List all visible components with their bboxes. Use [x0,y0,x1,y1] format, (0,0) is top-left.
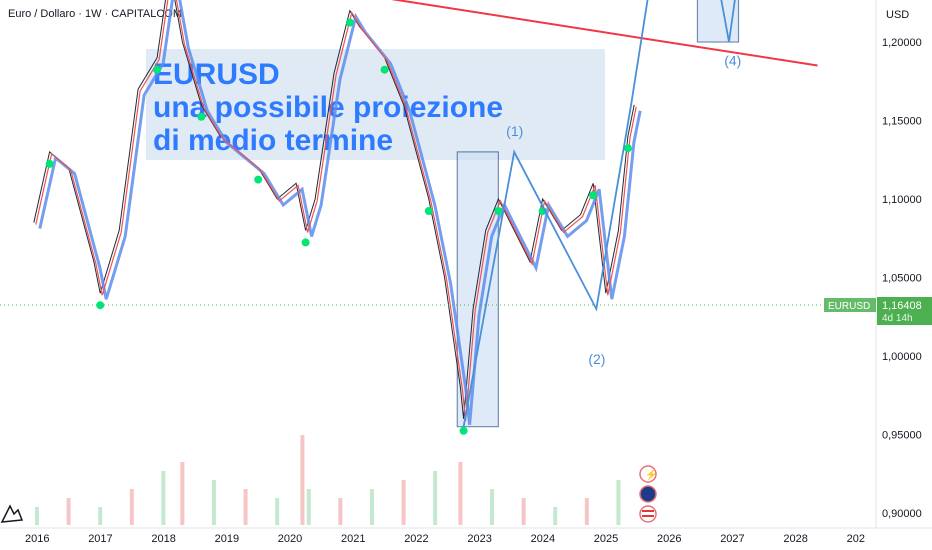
signal-dot [345,18,354,27]
projection-path [462,0,736,427]
wave-labels: (1)(2)(3)(4) [506,53,741,367]
time-tick-label: 2024 [531,533,555,545]
signal-dot [197,112,206,121]
volume-bar [35,507,39,525]
annotation-box [146,49,605,160]
price-tag [877,297,932,325]
flash-glyph-icon: ⚡ [645,468,657,481]
price-tag-value: 1,16408 [882,300,922,312]
price-tag-countdown: 4d 14h [882,313,913,324]
volume-bar [616,480,621,525]
time-tick-label: 2025 [594,533,618,545]
price-tick-label: 1,00000 [882,351,922,363]
volume-bar [161,471,166,525]
time-tick-label: 2023 [467,533,491,545]
price-series [33,0,642,435]
signal-dot [254,175,263,184]
time-tick-label: 2019 [215,533,239,545]
time-tick-label: 2018 [151,533,175,545]
signal-dot [623,144,632,153]
trendline [390,0,818,67]
currency-label[interactable]: USD [886,9,909,21]
symbol-tag-label: EURUSD [828,301,870,312]
volume-bar [211,480,216,525]
wave-label: (1) [506,123,523,139]
tradingview-logo-icon[interactable] [0,504,24,523]
price-tick-label: 1,15000 [882,116,922,128]
time-tick-label: 2027 [720,533,744,545]
volume-bar [338,498,343,525]
time-tick-label: 2028 [783,533,807,545]
price-tick-label: 1,20000 [882,37,922,49]
annotation-line3: di medio termine [153,124,393,157]
us-flag-icon[interactable] [639,505,657,523]
eu-flag-icon[interactable] [639,485,657,503]
symbol-tag [824,298,876,312]
price-tick-label: 1,10000 [882,194,922,206]
time-tick-label: 2021 [341,533,365,545]
time-tick-label: 2017 [88,533,112,545]
signal-dot [589,191,598,200]
volume-bar [300,435,305,525]
projection-box [456,151,499,428]
volume-bar [180,462,185,525]
time-tick-label: 2022 [404,533,428,545]
signal-dot [380,65,389,74]
time-tick-label: 2026 [657,533,681,545]
signal-dot [153,65,162,74]
time-tick-label: 2020 [278,533,302,545]
us-flag-stripe [642,510,654,512]
signal-dot [424,207,433,215]
price-tick-label: 0,95000 [882,430,922,442]
volume-bar [553,507,558,525]
volume-bar [129,489,134,525]
event-icons[interactable]: ⚡ [639,465,657,523]
wave-label: (4) [724,53,741,69]
volume-bar [401,480,406,525]
flash-event-icon[interactable] [639,465,657,483]
signal-dot [494,207,503,215]
wave-label: (2) [588,351,605,367]
volume-bar [433,471,438,525]
wave-projection-line [462,0,736,427]
time-tick-label: 2016 [25,533,49,545]
chart-title: Euro / Dollaro · 1W · CAPITALCOM [8,8,182,20]
volume-bar [243,489,248,525]
volume-bar [458,462,463,525]
volume-bar [521,498,526,525]
signal-dot [301,238,310,247]
volume-bar [98,507,103,525]
volume-bar [306,489,311,525]
volume-bar [584,498,589,525]
volume-bar [369,489,374,525]
resistance-trendline [390,0,818,67]
price-tick-label: 1,05000 [882,273,922,285]
us-flag-stripe [642,515,654,517]
signal-dot [459,426,468,435]
volume-bar [490,489,495,525]
volume-bar [275,498,280,525]
time-axis-ticks[interactable]: 2016 2017 2018 2019 2020 2021 2022 2023 2024 2025… [25,533,865,545]
volume-bar [66,498,71,525]
moving-average-fast [35,0,637,421]
volume-bars [35,435,621,525]
price-tick-label: 0,90000 [882,508,922,520]
annotation-line1: EURUSD [153,58,280,91]
price-axis-ticks[interactable]: 1,500001,450001,400001,350001,300001,250… [882,0,922,520]
signal-dot [45,159,54,168]
time-tick-label: 202 [847,533,865,545]
